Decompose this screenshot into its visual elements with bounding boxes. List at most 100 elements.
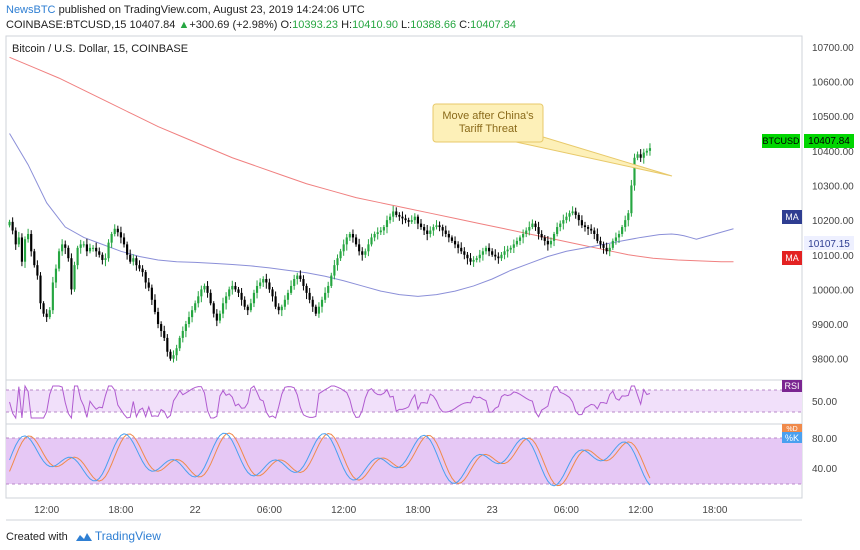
candle-body	[163, 330, 166, 338]
candle-body	[515, 240, 519, 245]
price-tick-label: 10700.00	[812, 43, 854, 54]
candle-body	[648, 148, 652, 151]
candle-body	[42, 303, 45, 314]
candle-body	[132, 258, 135, 262]
candle-body	[506, 249, 509, 252]
candle-body	[478, 254, 481, 259]
candle-body	[203, 285, 206, 290]
candle-body	[636, 154, 639, 158]
brand-name[interactable]: NewsBTC	[6, 4, 56, 16]
candle-body	[376, 232, 379, 234]
rsi-line	[9, 384, 651, 420]
candle-body	[51, 282, 54, 311]
candle-body	[228, 289, 231, 297]
candle-body	[624, 220, 627, 228]
price-tick-label: 10200.00	[812, 216, 854, 227]
stoch-k-badge-label: %K	[785, 433, 799, 443]
candle-body	[512, 244, 515, 248]
candle-body	[85, 244, 88, 252]
candle-body	[463, 251, 466, 255]
candle-body	[160, 324, 163, 331]
ohlc-line: COINBASE:BTCUSD,15 10407.84 ▲+300.69 (+2…	[6, 19, 516, 31]
time-tick-label: 06:00	[554, 505, 579, 516]
candle-body	[30, 233, 33, 252]
candle-body	[525, 230, 528, 234]
candle-body	[45, 313, 48, 318]
timeframe-label: 15	[114, 19, 127, 31]
candle-body	[336, 258, 339, 266]
stoch-tick-80: 80.00	[812, 434, 837, 445]
candle-body	[453, 240, 457, 245]
candle-body	[113, 228, 116, 234]
candle-body	[262, 279, 265, 283]
ma-short-line	[9, 133, 734, 297]
candle-body	[240, 292, 243, 300]
candle-body	[126, 244, 129, 255]
price-tick-label: 9900.00	[812, 320, 849, 331]
candle-body	[552, 233, 556, 241]
candle-body	[577, 214, 580, 221]
candle-body	[147, 282, 150, 288]
candle-body	[438, 225, 441, 228]
candle-body	[200, 289, 203, 297]
stoch-badges[interactable]: %D %K	[782, 424, 802, 443]
candle-body	[534, 223, 537, 228]
candle-body	[178, 337, 181, 349]
candle-body	[333, 265, 336, 276]
candle-body	[562, 220, 565, 224]
open-value: 10393.23	[292, 19, 338, 31]
ma-short-value-badge[interactable]: 10107.15	[804, 236, 854, 250]
price-chart[interactable]: Bitcoin / U.S. Dollar, 15, COINBASE Move…	[0, 0, 860, 525]
candle-body	[280, 306, 283, 311]
candle-body	[385, 220, 389, 228]
candle-body	[580, 220, 583, 226]
close-label: C:	[459, 19, 471, 31]
candle-body	[54, 268, 58, 283]
candle-body	[621, 227, 624, 234]
candle-body	[95, 247, 98, 252]
candle-body	[107, 242, 110, 259]
candle-body	[289, 285, 293, 293]
candle-body	[407, 220, 410, 222]
time-tick-label: 23	[487, 505, 499, 516]
ma-long-badge[interactable]: MA	[782, 251, 802, 265]
candle-body	[351, 233, 355, 238]
candle-body	[76, 247, 79, 266]
candle-body	[277, 306, 280, 311]
candle-body	[320, 299, 324, 307]
tradingview-link[interactable]: TradingView	[94, 529, 161, 543]
candle-body	[354, 237, 358, 245]
price-badge-btcusd[interactable]: BTCUSD 10407.84	[762, 134, 854, 148]
open-label: O:	[280, 19, 293, 31]
candle-body	[367, 244, 370, 252]
candle-body	[416, 216, 420, 224]
rsi-badge[interactable]: RSI	[782, 380, 802, 392]
time-tick-label: 12:00	[331, 505, 356, 516]
price-tick-label: 10400.00	[812, 147, 854, 158]
candle-body	[33, 251, 36, 266]
ma-short-badge[interactable]: MA	[782, 210, 802, 224]
candle-body	[546, 240, 549, 245]
candle-body	[98, 251, 101, 255]
candle-body	[39, 275, 42, 304]
candle-body	[593, 230, 596, 234]
callout-box[interactable]	[432, 103, 544, 143]
ma-long-badge-label: MA	[785, 253, 799, 263]
candle-body	[221, 303, 225, 314]
candle-body	[271, 289, 274, 297]
candle-body	[574, 211, 577, 215]
price-tick-label: 10300.00	[812, 181, 854, 192]
candle-body	[596, 233, 599, 241]
time-tick-label: 06:00	[257, 505, 282, 516]
chart-header: NewsBTC published on TradingView.com, Au…	[0, 0, 860, 36]
candle-body	[14, 230, 17, 245]
candle-body	[153, 299, 157, 312]
candle-body	[110, 233, 113, 243]
candle-body	[141, 268, 144, 273]
candle-body	[444, 230, 447, 234]
publish-text: published on TradingView.com, August 23,…	[55, 4, 365, 16]
high-value: 10410.90	[352, 19, 398, 31]
candle-body	[64, 244, 67, 248]
publish-line: NewsBTC published on TradingView.com, Au…	[6, 4, 365, 16]
candle-body	[311, 299, 314, 307]
